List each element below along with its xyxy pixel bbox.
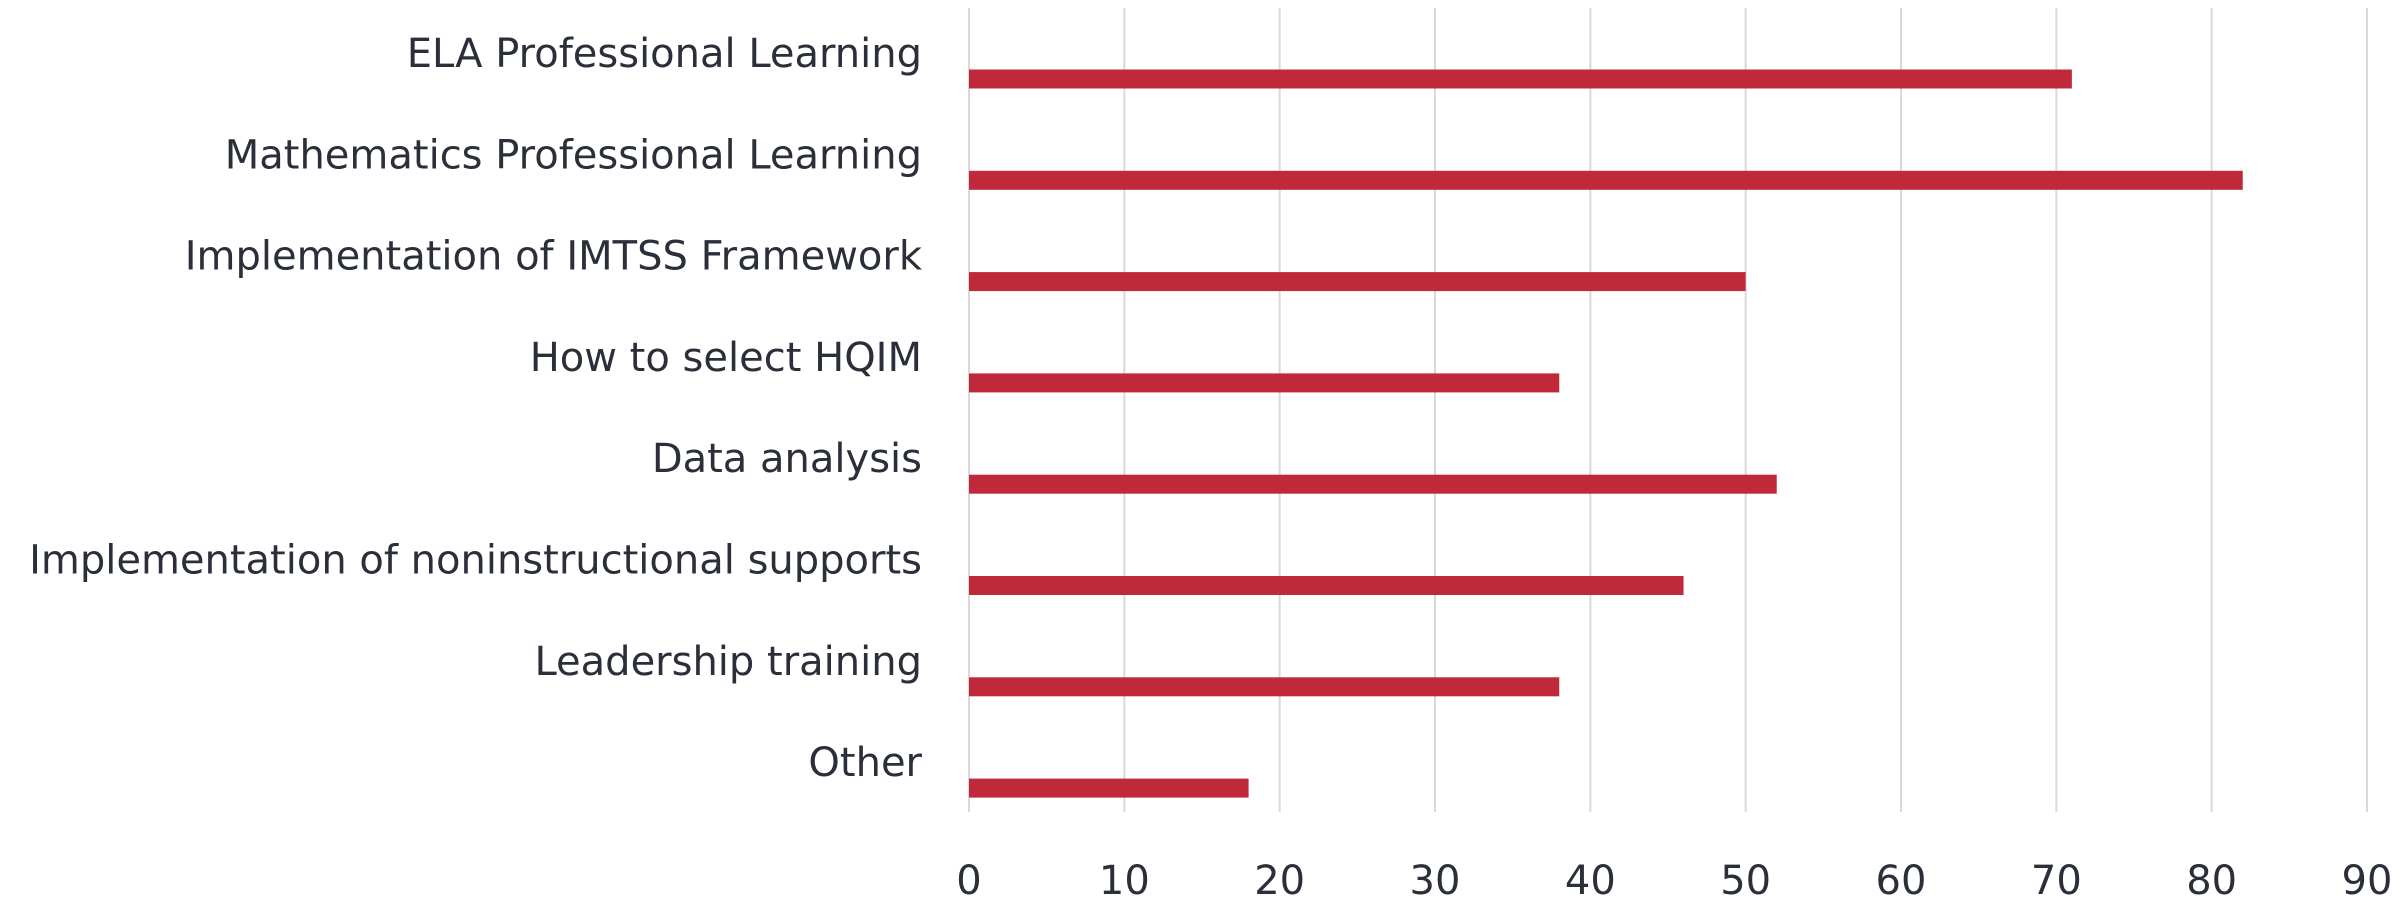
y-tick-label: Mathematics Professional Learning bbox=[225, 132, 922, 178]
bar bbox=[969, 69, 2072, 89]
bar bbox=[969, 778, 1249, 798]
bar bbox=[969, 576, 1684, 595]
x-tick-label: 80 bbox=[2186, 858, 2237, 899]
x-tick-label: 60 bbox=[1876, 858, 1927, 899]
bar bbox=[969, 373, 1560, 393]
y-tick-label: ELA Professional Learning bbox=[407, 31, 922, 77]
x-tick-label: 10 bbox=[1099, 858, 1150, 899]
y-tick-label: How to select HQIM bbox=[530, 335, 922, 381]
bar bbox=[969, 170, 2243, 190]
y-tick-label: Other bbox=[808, 740, 922, 786]
x-tick-label: 20 bbox=[1254, 858, 1305, 899]
y-tick-label: Implementation of IMTSS Framework bbox=[185, 234, 923, 280]
x-tick-label: 0 bbox=[956, 858, 981, 899]
y-tick-label: Data analysis bbox=[652, 436, 922, 482]
y-tick-label: Implementation of noninstructional suppo… bbox=[29, 538, 922, 584]
x-tick-label: 70 bbox=[2031, 858, 2082, 899]
x-tick-label: 30 bbox=[1410, 858, 1461, 899]
y-tick-label: Leadership training bbox=[534, 639, 922, 685]
x-tick-label: 90 bbox=[2342, 858, 2393, 899]
bar bbox=[969, 272, 1746, 292]
bar bbox=[969, 474, 1777, 494]
x-tick-label: 50 bbox=[1720, 858, 1771, 899]
x-tick-label: 40 bbox=[1565, 858, 1616, 899]
bar bbox=[969, 677, 1560, 697]
